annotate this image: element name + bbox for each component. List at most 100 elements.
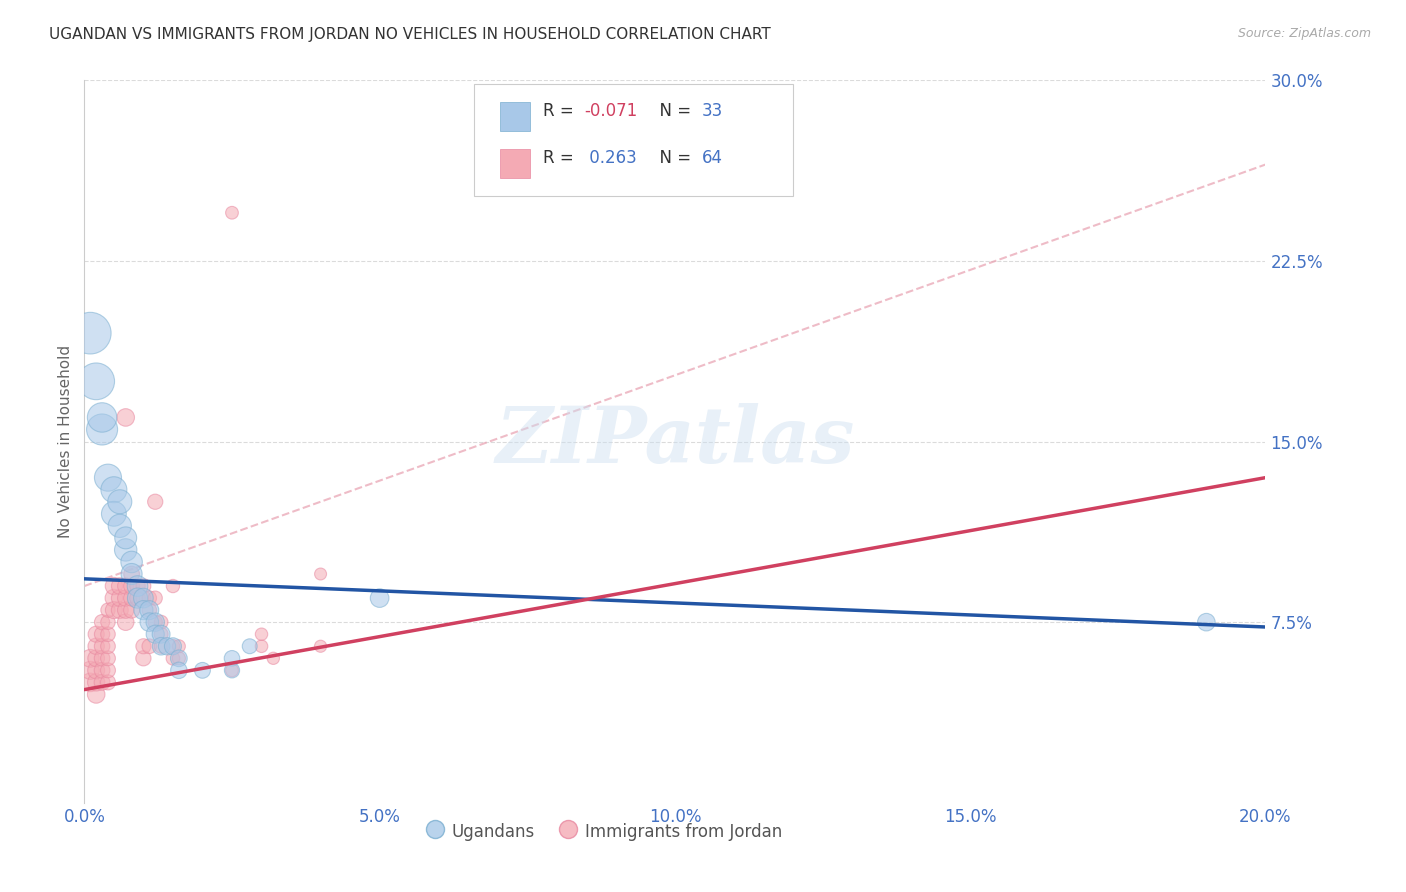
- Point: [121, 567, 143, 582]
- Point: [97, 639, 120, 653]
- FancyBboxPatch shape: [474, 84, 793, 196]
- Point: [138, 603, 160, 617]
- FancyBboxPatch shape: [501, 149, 530, 178]
- Point: [143, 615, 166, 630]
- Point: [84, 639, 107, 653]
- Point: [221, 205, 243, 219]
- Point: [114, 591, 136, 605]
- Point: [103, 483, 125, 497]
- Point: [250, 639, 273, 653]
- Text: R =: R =: [543, 103, 579, 120]
- Point: [167, 651, 190, 665]
- Text: 64: 64: [702, 149, 723, 168]
- Point: [132, 639, 155, 653]
- Point: [103, 579, 125, 593]
- Point: [309, 639, 332, 653]
- Point: [138, 591, 160, 605]
- Text: Source: ZipAtlas.com: Source: ZipAtlas.com: [1237, 27, 1371, 40]
- Point: [221, 651, 243, 665]
- Point: [250, 627, 273, 641]
- Point: [150, 615, 173, 630]
- Point: [84, 374, 107, 388]
- Point: [143, 494, 166, 508]
- Point: [127, 591, 149, 605]
- Point: [97, 651, 120, 665]
- Point: [239, 639, 262, 653]
- Point: [262, 651, 284, 665]
- Point: [114, 531, 136, 545]
- Point: [127, 579, 149, 593]
- Point: [103, 603, 125, 617]
- Text: 0.263: 0.263: [583, 149, 637, 168]
- Point: [91, 627, 114, 641]
- Point: [103, 507, 125, 521]
- Point: [150, 639, 173, 653]
- Point: [91, 615, 114, 630]
- Legend: Ugandans, Immigrants from Jordan: Ugandans, Immigrants from Jordan: [419, 815, 789, 848]
- Point: [191, 664, 214, 678]
- Point: [143, 627, 166, 641]
- Point: [150, 639, 173, 653]
- Point: [91, 664, 114, 678]
- Point: [79, 664, 101, 678]
- Point: [138, 603, 160, 617]
- Text: UGANDAN VS IMMIGRANTS FROM JORDAN NO VEHICLES IN HOUSEHOLD CORRELATION CHART: UGANDAN VS IMMIGRANTS FROM JORDAN NO VEH…: [49, 27, 770, 42]
- Point: [121, 591, 143, 605]
- Point: [132, 579, 155, 593]
- Point: [103, 591, 125, 605]
- Point: [108, 579, 131, 593]
- Point: [91, 422, 114, 436]
- Point: [79, 326, 101, 340]
- Point: [309, 567, 332, 582]
- Point: [114, 615, 136, 630]
- Point: [114, 603, 136, 617]
- Point: [132, 591, 155, 605]
- Point: [91, 410, 114, 425]
- Point: [368, 591, 391, 605]
- Point: [114, 579, 136, 593]
- Point: [97, 470, 120, 484]
- Text: N =: N =: [650, 103, 696, 120]
- Point: [108, 518, 131, 533]
- Point: [121, 555, 143, 569]
- Point: [79, 675, 101, 690]
- Point: [121, 579, 143, 593]
- Point: [167, 651, 190, 665]
- Point: [167, 639, 190, 653]
- Point: [132, 591, 155, 605]
- Y-axis label: No Vehicles in Household: No Vehicles in Household: [58, 345, 73, 538]
- Point: [84, 687, 107, 701]
- Point: [108, 603, 131, 617]
- Point: [91, 675, 114, 690]
- Point: [121, 567, 143, 582]
- Point: [97, 627, 120, 641]
- Point: [132, 651, 155, 665]
- Point: [162, 639, 184, 653]
- Point: [221, 664, 243, 678]
- Point: [79, 651, 101, 665]
- Point: [150, 627, 173, 641]
- Text: N =: N =: [650, 149, 696, 168]
- FancyBboxPatch shape: [501, 102, 530, 131]
- Point: [97, 603, 120, 617]
- Point: [127, 579, 149, 593]
- Point: [162, 639, 184, 653]
- Point: [114, 410, 136, 425]
- Point: [97, 615, 120, 630]
- Point: [162, 651, 184, 665]
- Point: [1195, 615, 1218, 630]
- Point: [156, 639, 179, 653]
- Point: [221, 664, 243, 678]
- Point: [150, 627, 173, 641]
- Point: [84, 664, 107, 678]
- Point: [138, 639, 160, 653]
- Point: [97, 664, 120, 678]
- Point: [114, 542, 136, 557]
- Point: [121, 603, 143, 617]
- Text: ZIPatlas: ZIPatlas: [495, 403, 855, 480]
- Text: -0.071: -0.071: [583, 103, 637, 120]
- Point: [108, 591, 131, 605]
- Point: [127, 591, 149, 605]
- Point: [108, 494, 131, 508]
- Point: [167, 664, 190, 678]
